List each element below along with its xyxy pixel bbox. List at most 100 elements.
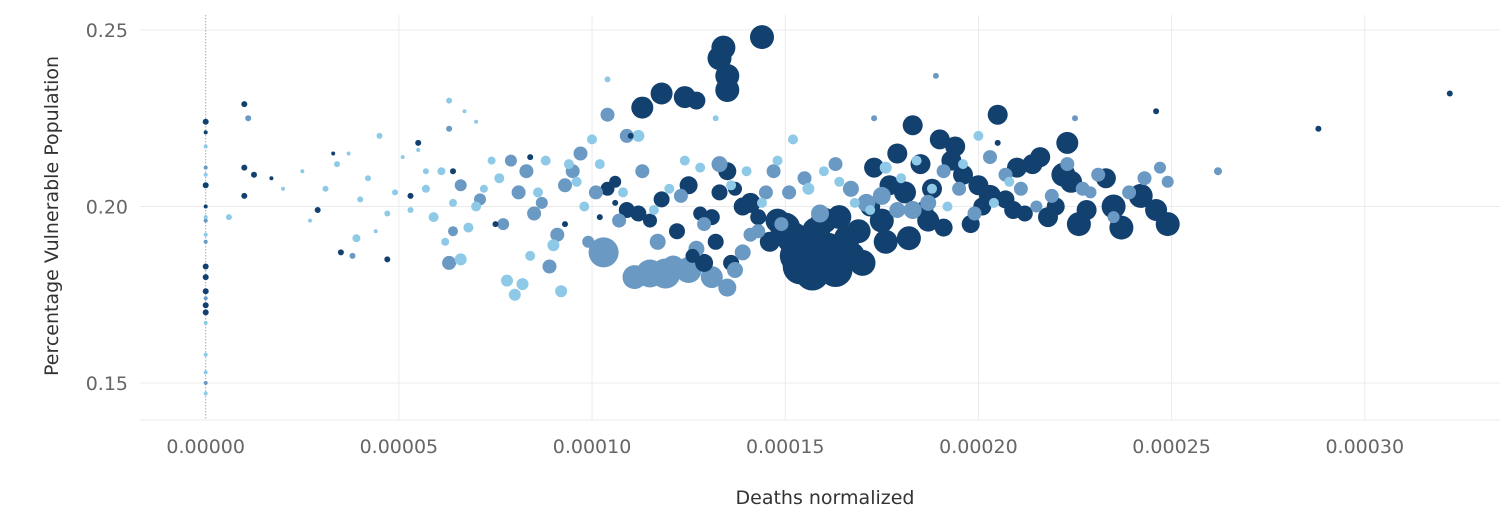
data-point xyxy=(896,173,907,184)
data-point xyxy=(741,166,752,177)
data-point xyxy=(759,231,780,252)
data-point xyxy=(203,215,208,220)
data-point xyxy=(300,169,305,174)
data-point xyxy=(1030,147,1051,168)
data-point xyxy=(540,155,551,166)
data-point xyxy=(449,198,457,207)
data-point xyxy=(1214,167,1222,176)
data-point xyxy=(428,212,439,223)
data-point xyxy=(384,210,391,217)
data-point xyxy=(758,185,773,200)
data-point xyxy=(202,274,209,281)
data-point xyxy=(492,221,499,228)
data-point xyxy=(331,151,336,156)
data-point xyxy=(967,206,982,221)
data-point xyxy=(416,148,421,152)
tick-labels: 0.00000 0.00005 0.00010 0.00015 0.00020 0.000… xyxy=(86,20,1404,458)
data-point xyxy=(715,78,740,102)
data-point xyxy=(462,109,467,114)
data-point xyxy=(202,263,209,270)
data-point xyxy=(612,199,619,206)
data-point xyxy=(934,218,953,237)
data-point xyxy=(384,256,391,263)
data-point xyxy=(594,159,605,170)
data-point xyxy=(225,214,232,221)
data-point xyxy=(376,132,383,139)
data-point xyxy=(454,179,467,192)
data-point xyxy=(474,119,479,124)
data-point xyxy=(662,255,685,278)
data-point xyxy=(1154,161,1166,174)
data-point xyxy=(936,164,951,179)
data-points xyxy=(202,25,1453,396)
data-point xyxy=(547,239,560,252)
data-point xyxy=(337,249,344,256)
data-point xyxy=(203,144,208,149)
data-point xyxy=(203,130,208,135)
data-point xyxy=(757,197,767,208)
data-point xyxy=(983,150,997,165)
data-point xyxy=(245,115,252,122)
data-point xyxy=(562,221,568,228)
data-point xyxy=(422,168,429,175)
data-point xyxy=(604,76,611,83)
data-point xyxy=(797,171,812,186)
data-point xyxy=(511,185,526,200)
data-point xyxy=(865,205,876,215)
data-point xyxy=(750,209,767,226)
data-point xyxy=(632,129,645,142)
data-point xyxy=(889,202,906,218)
data-point xyxy=(945,136,966,157)
data-point xyxy=(649,233,666,250)
data-point xyxy=(911,155,922,166)
data-point xyxy=(994,139,1001,146)
data-point xyxy=(573,146,588,161)
data-point xyxy=(685,248,700,263)
data-point xyxy=(695,162,706,173)
data-point xyxy=(535,196,548,209)
data-point xyxy=(903,201,922,219)
data-point xyxy=(1084,186,1097,199)
data-point xyxy=(631,96,654,119)
x-tick-label: 0.00000 xyxy=(166,436,245,458)
data-point xyxy=(653,191,670,208)
data-point xyxy=(727,262,743,278)
data-point xyxy=(733,197,752,216)
data-point xyxy=(751,224,766,239)
data-point xyxy=(415,139,422,146)
data-point xyxy=(828,157,843,172)
data-point xyxy=(349,252,356,259)
data-point xyxy=(988,197,999,208)
data-point xyxy=(1004,176,1015,187)
data-point xyxy=(600,107,615,122)
data-point xyxy=(766,164,781,179)
data-point xyxy=(579,201,590,212)
data-point xyxy=(533,187,543,198)
y-tick-label: 0.25 xyxy=(86,20,128,42)
data-point xyxy=(501,274,513,287)
data-point xyxy=(1016,205,1033,222)
data-point xyxy=(203,172,208,177)
data-point xyxy=(508,288,521,301)
data-point xyxy=(463,222,474,233)
data-point xyxy=(203,239,208,244)
data-point xyxy=(1056,131,1079,154)
data-point xyxy=(203,165,208,170)
data-point xyxy=(596,214,603,221)
data-point xyxy=(322,185,329,192)
data-point xyxy=(1044,188,1059,203)
data-point xyxy=(479,184,488,193)
data-point xyxy=(627,132,634,139)
data-point xyxy=(1030,200,1043,213)
data-point xyxy=(788,134,798,145)
data-point xyxy=(818,166,829,177)
data-point xyxy=(834,176,845,187)
data-point xyxy=(1137,171,1152,186)
data-point xyxy=(929,129,950,150)
data-point xyxy=(450,168,456,175)
data-point xyxy=(664,183,675,194)
data-point xyxy=(334,161,340,168)
data-point xyxy=(726,180,737,191)
data-point xyxy=(516,278,529,291)
